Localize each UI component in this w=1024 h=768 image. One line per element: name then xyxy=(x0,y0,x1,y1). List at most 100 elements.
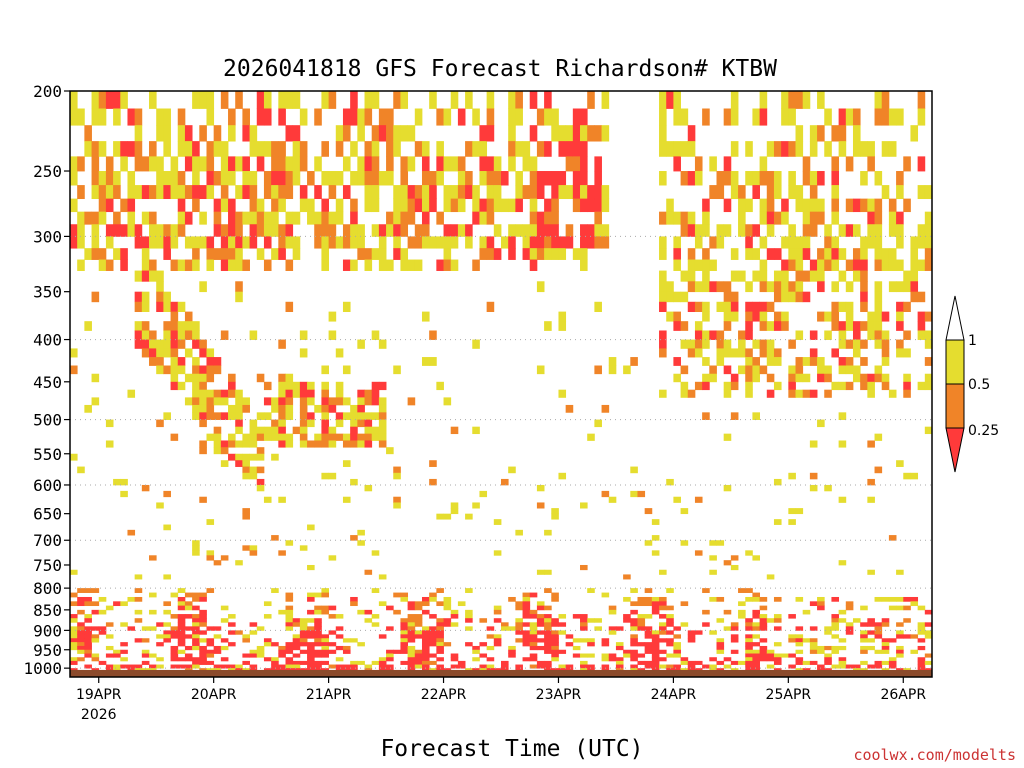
xtick-label-21APR: 21APR xyxy=(306,687,352,703)
ri-cell xyxy=(817,198,825,213)
ri-cell xyxy=(694,236,703,249)
ri-cell xyxy=(156,171,164,186)
ytick-label-750: 750 xyxy=(33,556,62,575)
ri-cell xyxy=(249,664,258,669)
ri-cell xyxy=(199,211,207,225)
ri-cell xyxy=(465,171,473,186)
ri-cell xyxy=(795,357,804,366)
ri-cell xyxy=(802,198,811,213)
ri-cell xyxy=(371,171,380,186)
ri-cell xyxy=(228,614,236,619)
ri-cell xyxy=(177,618,186,623)
colorbar-label-1: 1 xyxy=(968,333,977,349)
ri-cell xyxy=(386,447,394,455)
ri-cell xyxy=(659,330,667,340)
ri-cell xyxy=(228,259,236,271)
ri-cell xyxy=(213,211,222,225)
ri-cell xyxy=(881,596,890,602)
ri-cell xyxy=(594,198,602,213)
ri-cell xyxy=(220,460,229,467)
ri-cell xyxy=(220,397,229,406)
ri-cell xyxy=(565,634,574,639)
ri-cell xyxy=(120,622,128,627)
ri-cell xyxy=(199,381,207,391)
ri-cell xyxy=(407,626,416,631)
ri-cell xyxy=(407,185,416,200)
ri-cell xyxy=(314,440,322,448)
ri-cell xyxy=(407,657,416,662)
ri-cell xyxy=(357,171,365,186)
ri-cell xyxy=(429,478,437,486)
ri-cell xyxy=(802,373,811,383)
ri-cell xyxy=(572,645,581,651)
ri-cell xyxy=(623,365,631,375)
ri-cell xyxy=(350,440,358,448)
ri-cell xyxy=(378,259,387,271)
ri-cell xyxy=(551,653,559,658)
ri-cell xyxy=(299,622,308,627)
ri-cell xyxy=(414,660,423,665)
ri-cell xyxy=(141,259,150,271)
ri-cell xyxy=(156,281,164,293)
credit-link[interactable]: coolwx.com/modelts xyxy=(853,746,1016,764)
ri-cell xyxy=(314,108,322,126)
ri-cell xyxy=(809,440,818,448)
ri-cell xyxy=(824,668,832,671)
ri-cell xyxy=(400,171,409,186)
ri-cell xyxy=(299,660,308,665)
ri-cell xyxy=(278,339,286,349)
ri-cell xyxy=(184,259,193,271)
ri-cell xyxy=(874,433,883,441)
colorbar-orange-bin xyxy=(945,383,965,429)
ri-cell xyxy=(709,330,717,340)
ri-cell xyxy=(141,270,150,282)
ri-cell xyxy=(321,653,329,658)
ri-cell xyxy=(522,248,531,260)
ri-cell xyxy=(328,397,337,406)
ri-cell xyxy=(192,330,200,340)
ri-cell xyxy=(824,311,832,322)
ri-cell xyxy=(896,649,904,654)
ri-cell xyxy=(781,108,789,126)
ri-cell xyxy=(134,609,143,615)
ri-cell xyxy=(874,622,883,627)
ri-cell xyxy=(307,645,315,651)
ri-cell xyxy=(651,550,660,556)
ri-cell xyxy=(759,156,768,172)
ri-cell xyxy=(788,653,796,658)
ri-cell xyxy=(163,321,171,331)
ri-cell xyxy=(594,626,602,631)
ri-cell xyxy=(924,660,933,665)
ri-cell xyxy=(249,198,258,213)
ri-cell xyxy=(263,601,272,607)
ri-cell xyxy=(924,609,933,615)
ri-cell xyxy=(156,348,164,358)
ri-cell xyxy=(156,634,164,639)
ri-cell xyxy=(637,626,646,631)
ri-cell xyxy=(651,660,660,665)
ri-cell xyxy=(163,574,171,580)
ri-cell xyxy=(838,224,847,237)
ri-cell xyxy=(307,524,315,531)
ri-cell xyxy=(235,630,243,635)
ri-cell xyxy=(759,348,768,358)
ri-cell xyxy=(745,224,753,237)
ri-cell xyxy=(228,373,236,383)
ri-cell xyxy=(852,108,861,126)
ri-cell xyxy=(192,339,200,349)
ri-cell xyxy=(745,301,753,313)
ri-cell xyxy=(177,638,186,643)
ri-cell xyxy=(601,125,610,142)
ri-cell xyxy=(888,224,897,237)
ri-cell xyxy=(429,630,437,635)
ri-cell xyxy=(522,630,531,635)
ri-cell xyxy=(745,653,753,658)
ri-cell xyxy=(544,224,552,237)
ri-cell xyxy=(386,668,394,671)
ri-cell xyxy=(809,601,818,607)
ri-cell xyxy=(285,645,294,651)
ri-cell xyxy=(357,404,365,413)
ri-cell xyxy=(149,236,157,249)
ri-cell xyxy=(888,248,897,260)
ri-cell xyxy=(170,365,179,375)
